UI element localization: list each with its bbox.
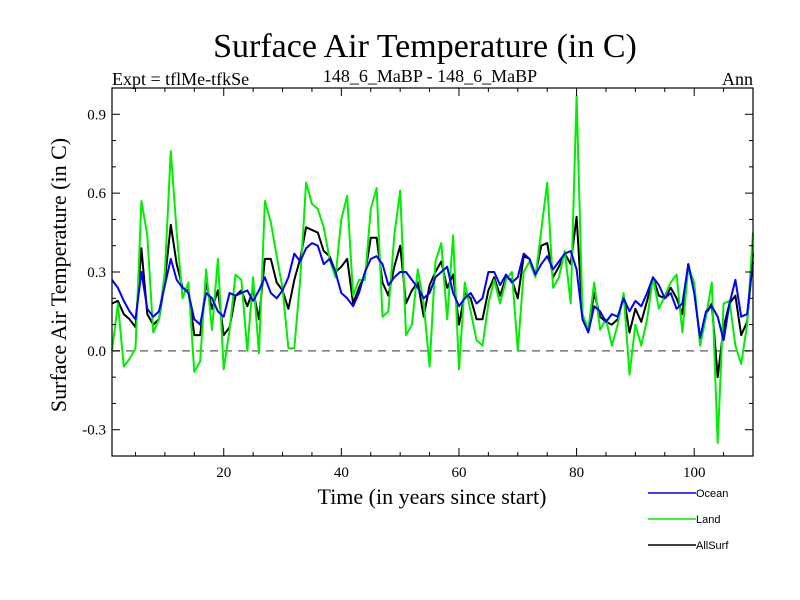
legend-label-ocean: Ocean: [696, 488, 728, 500]
series-line-land: [111, 94, 754, 444]
period-label: Ann: [722, 69, 753, 89]
y-tick-label: 0.9: [87, 107, 106, 123]
legend-label-land: Land: [696, 514, 720, 526]
y-tick-label: 0.6: [87, 186, 106, 202]
series-line-ocean: [111, 242, 754, 342]
series-line-allsurf: [111, 215, 754, 379]
x-tick-label: 80: [569, 465, 584, 481]
chart-title: Surface Air Temperature (in C): [213, 28, 637, 65]
subtitle-label: 148_6_MaBP - 148_6_MaBP: [323, 66, 537, 86]
x-tick-label: 20: [216, 465, 231, 481]
y-tick-label: 0.0: [87, 344, 106, 360]
x-tick-label: 100: [683, 465, 706, 481]
plot-frame: [111, 87, 754, 457]
y-tick-label: 0.3: [87, 265, 106, 281]
plot-area: 20 40 60 80 100 -0.3 0.0 0.3 0.6 0.9: [82, 87, 754, 481]
y-tick-label: -0.3: [82, 423, 106, 439]
expt-label: Expt = tflMe-tfkSe: [112, 69, 249, 89]
x-axis-title: Time (in years since start): [318, 484, 547, 509]
x-tick-label: 60: [451, 465, 466, 481]
legend-label-allsurf: AllSurf: [696, 540, 729, 552]
x-tick-label: 40: [334, 465, 349, 481]
legend: Ocean Land AllSurf: [648, 488, 729, 552]
y-axis-title: Surface Air Temperature (in C): [46, 138, 71, 412]
